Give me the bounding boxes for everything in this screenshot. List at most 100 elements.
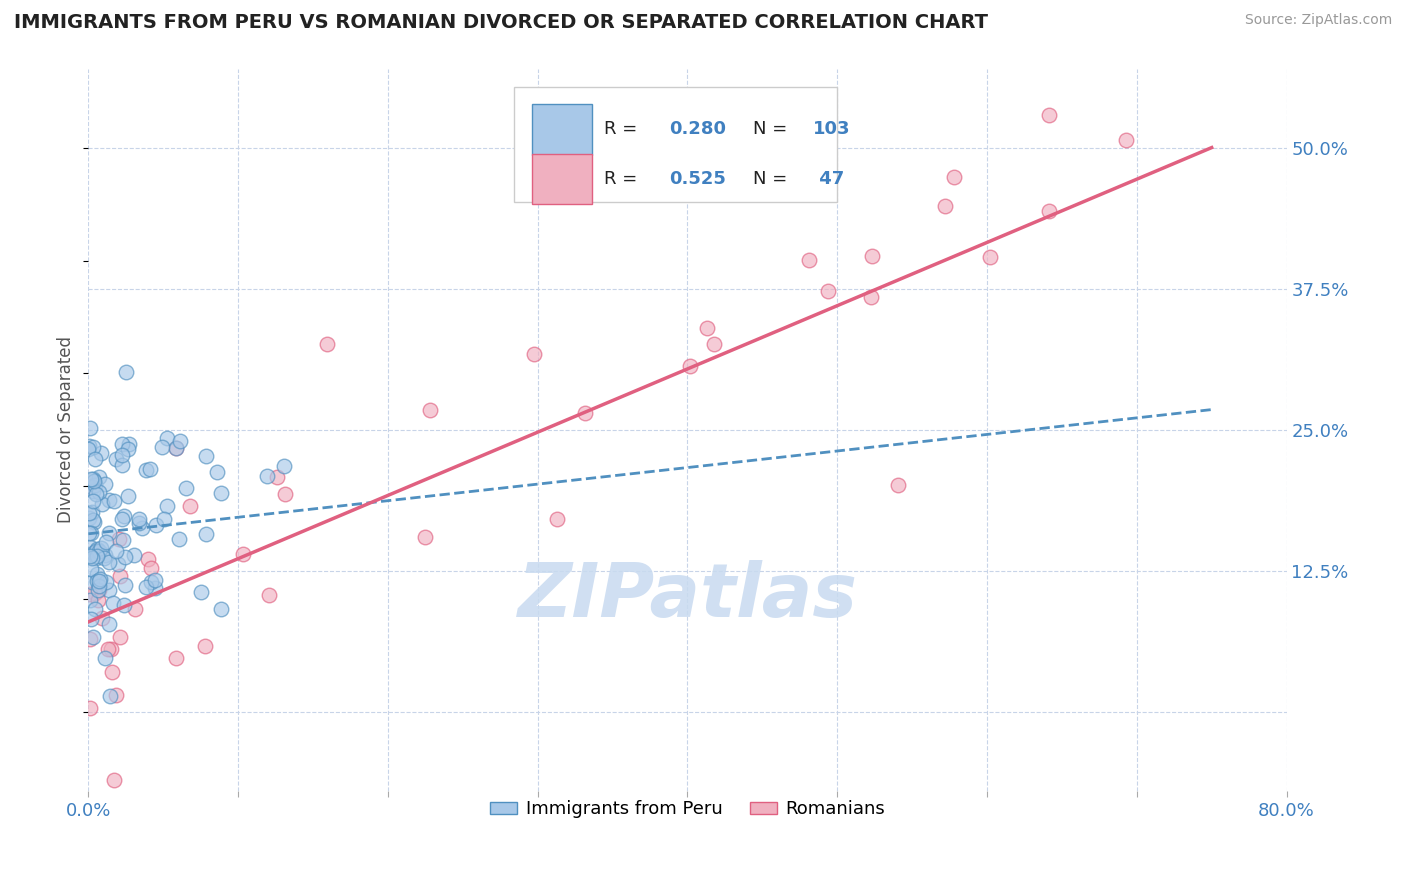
Point: [112, 599, 135, 613]
Point: [91, 497, 114, 511]
Point: [165, 650, 187, 665]
Point: [97, 555, 120, 569]
Point: [97, 617, 120, 632]
Point: [1115, 133, 1137, 147]
Point: [87, 582, 110, 597]
Point: [107, 532, 129, 546]
Text: 103: 103: [813, 120, 851, 138]
Point: [93, 551, 115, 566]
Point: [87, 543, 110, 558]
Point: [145, 518, 167, 533]
Point: [117, 437, 139, 451]
Point: [128, 516, 150, 531]
Point: [89, 572, 111, 586]
Legend: Immigrants from Peru, Romanians: Immigrants from Peru, Romanians: [482, 793, 893, 826]
Point: [209, 601, 232, 615]
Point: [107, 557, 129, 571]
Point: [679, 359, 702, 374]
Point: [124, 602, 146, 616]
Point: [84, 544, 107, 558]
Point: [169, 532, 191, 546]
Point: [934, 199, 956, 213]
Text: 47: 47: [813, 170, 845, 188]
Point: [80, 505, 103, 519]
Point: [90, 611, 112, 625]
Point: [98, 525, 121, 540]
Point: [273, 459, 295, 474]
Point: [114, 549, 136, 564]
Point: [887, 478, 910, 492]
Point: [79, 549, 101, 563]
Text: Source: ZipAtlas.com: Source: ZipAtlas.com: [1244, 13, 1392, 28]
Point: [82, 480, 104, 494]
Point: [84, 478, 107, 492]
Point: [83, 474, 105, 488]
Point: [256, 468, 278, 483]
Point: [90, 446, 112, 460]
Point: [117, 442, 139, 456]
Point: [84, 602, 107, 616]
Point: [82, 575, 104, 590]
Point: [82, 493, 104, 508]
Point: [419, 403, 441, 417]
Point: [117, 489, 139, 503]
Point: [194, 449, 217, 463]
Point: [98, 493, 121, 508]
Point: [103, 494, 125, 508]
Point: [94, 477, 117, 491]
FancyBboxPatch shape: [531, 153, 592, 204]
Point: [165, 442, 187, 456]
Point: [86, 574, 108, 588]
Point: [104, 544, 127, 558]
Point: [209, 485, 232, 500]
Point: [138, 461, 160, 475]
Point: [696, 320, 718, 334]
Point: [546, 512, 568, 526]
Point: [77, 510, 100, 524]
Point: [79, 526, 101, 541]
Point: [111, 512, 134, 526]
Point: [205, 465, 228, 479]
Point: [82, 545, 104, 559]
Point: [1038, 108, 1060, 122]
Point: [94, 548, 117, 562]
Point: [131, 521, 153, 535]
Point: [94, 574, 117, 589]
Point: [110, 458, 132, 473]
Point: [128, 512, 150, 526]
Point: [97, 641, 120, 656]
Point: [179, 500, 201, 514]
Point: [266, 470, 288, 484]
Point: [135, 580, 157, 594]
Point: [143, 581, 166, 595]
Point: [86, 549, 108, 563]
Text: R =: R =: [603, 120, 643, 138]
Point: [190, 584, 212, 599]
Text: IMMIGRANTS FROM PERU VS ROMANIAN DIVORCED OR SEPARATED CORRELATION CHART: IMMIGRANTS FROM PERU VS ROMANIAN DIVORCE…: [14, 13, 988, 32]
Point: [79, 587, 101, 601]
Point: [141, 561, 163, 575]
Point: [174, 482, 197, 496]
Point: [315, 337, 337, 351]
Text: N =: N =: [754, 120, 793, 138]
Point: [79, 420, 101, 434]
Point: [194, 639, 217, 653]
Point: [110, 630, 132, 644]
Point: [83, 585, 105, 599]
Point: [77, 442, 100, 456]
Point: [94, 534, 117, 549]
Point: [101, 665, 124, 680]
Point: [79, 479, 101, 493]
Point: [80, 550, 103, 565]
Point: [979, 250, 1001, 264]
Point: [86, 541, 108, 556]
Point: [156, 431, 179, 445]
Text: R =: R =: [603, 170, 643, 188]
Point: [80, 612, 103, 626]
Point: [79, 540, 101, 554]
Point: [77, 506, 100, 520]
Point: [860, 290, 883, 304]
Point: [87, 582, 110, 597]
Point: [82, 630, 104, 644]
Point: [1038, 203, 1060, 218]
